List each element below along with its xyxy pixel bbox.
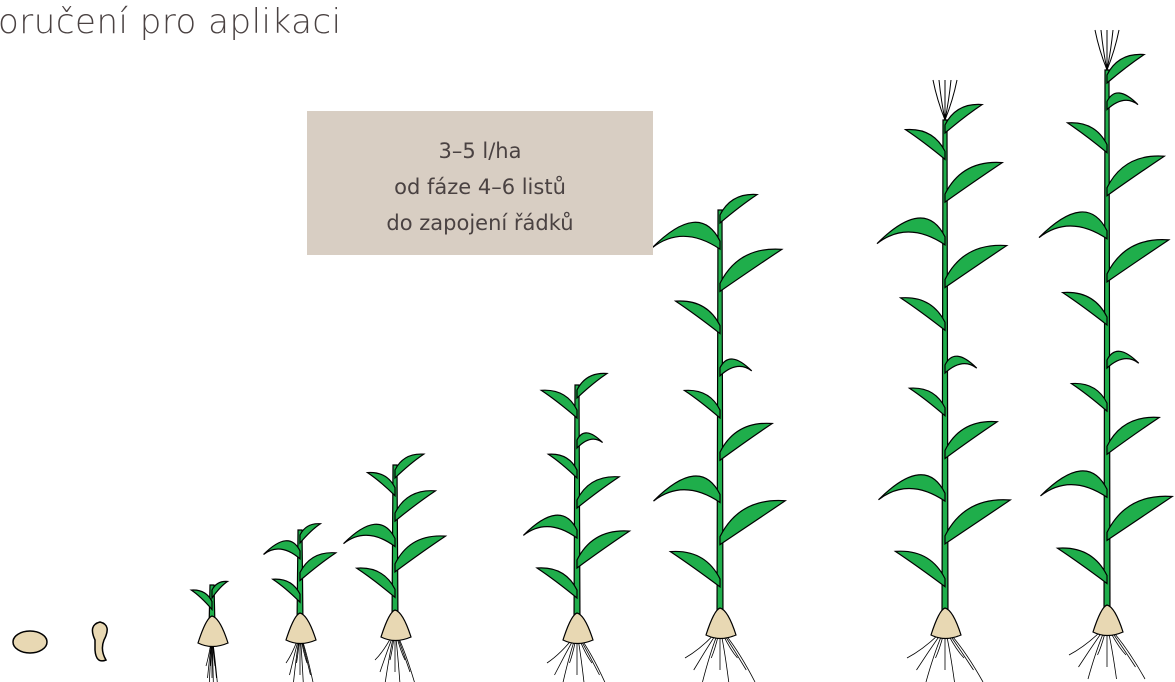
leaf xyxy=(653,476,720,502)
leaf xyxy=(1057,548,1107,583)
page: oručení pro aplikaci 3–5 l/ha od fáze 4–… xyxy=(0,0,1175,682)
leaf xyxy=(906,129,945,159)
tassel xyxy=(945,80,951,120)
leaf xyxy=(367,472,395,495)
leaf xyxy=(1107,54,1144,83)
leaf xyxy=(395,536,446,572)
leaf xyxy=(1107,93,1138,110)
leaf xyxy=(1071,383,1107,411)
leaf xyxy=(720,249,782,291)
leaf xyxy=(945,162,1002,202)
leaf xyxy=(264,541,300,559)
leaf xyxy=(945,422,997,459)
leaf xyxy=(577,531,630,568)
leaf xyxy=(676,301,720,334)
title: oručení pro aplikaci xyxy=(0,2,342,42)
leaf xyxy=(1107,156,1164,196)
tassel xyxy=(933,80,945,120)
leaf xyxy=(720,501,785,545)
seed xyxy=(92,622,107,661)
tassel xyxy=(1107,30,1113,70)
root-crown xyxy=(381,610,411,641)
root-crown xyxy=(706,608,736,639)
leaf xyxy=(878,475,945,501)
root-crown xyxy=(286,613,316,644)
root-crown xyxy=(563,613,593,644)
leaf xyxy=(909,388,945,416)
leaf xyxy=(1063,292,1107,325)
leaf xyxy=(300,524,320,543)
leaf xyxy=(1068,123,1107,153)
leaf xyxy=(684,390,720,418)
leaf xyxy=(300,553,336,581)
leaf xyxy=(720,423,772,460)
leaf xyxy=(395,491,435,521)
seed xyxy=(13,631,47,653)
root-crown xyxy=(1093,605,1123,636)
note-line: 3–5 l/ha xyxy=(307,133,653,169)
tassel xyxy=(1101,30,1107,70)
leaf xyxy=(1107,351,1139,368)
leaf xyxy=(191,590,212,610)
leaf xyxy=(670,551,720,586)
root-crown xyxy=(931,608,961,639)
leaf xyxy=(1107,417,1159,454)
leaf xyxy=(901,298,945,331)
leaf xyxy=(877,218,945,245)
leaf xyxy=(273,579,300,602)
leaf xyxy=(577,373,607,398)
note-box: 3–5 l/ha od fáze 4–6 listů do zapojení ř… xyxy=(307,111,653,255)
leaf xyxy=(1040,471,1107,497)
leaf xyxy=(541,390,577,418)
leaf xyxy=(537,568,577,598)
note-line: od fáze 4–6 listů xyxy=(307,169,653,205)
leaf xyxy=(945,104,982,133)
root-crown xyxy=(198,616,228,647)
leaf xyxy=(577,433,603,448)
tassel xyxy=(1095,30,1107,70)
leaf xyxy=(344,524,395,546)
leaf xyxy=(945,500,1010,544)
leaf xyxy=(1107,240,1169,282)
leaf xyxy=(895,551,945,586)
leaf xyxy=(212,581,228,598)
leaf xyxy=(945,245,1007,287)
leaf xyxy=(1039,212,1107,239)
note-line: do zapojení řádků xyxy=(307,205,653,241)
leaf xyxy=(523,515,577,538)
leaf xyxy=(945,356,977,373)
tassel xyxy=(939,80,945,120)
leaf xyxy=(395,454,424,478)
leaf xyxy=(357,568,395,597)
growth-stages xyxy=(0,0,1175,682)
leaf xyxy=(577,477,619,508)
leaf xyxy=(720,359,752,376)
leaf xyxy=(548,454,577,478)
leaf xyxy=(1107,496,1172,540)
leaf xyxy=(652,222,720,249)
leaf xyxy=(720,194,757,223)
